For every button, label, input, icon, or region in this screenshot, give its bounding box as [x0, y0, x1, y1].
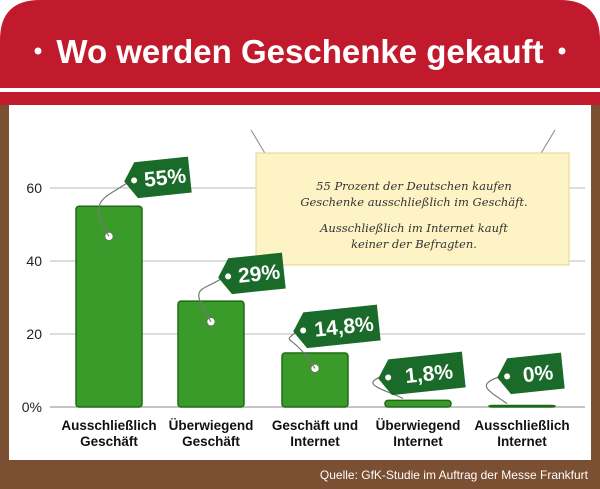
tag-shape	[293, 304, 381, 349]
category-label: Überwiegend	[169, 418, 254, 433]
left-post	[0, 100, 9, 489]
price-tag: 55%	[124, 156, 192, 199]
bar-group	[75, 177, 143, 408]
tag-hole	[131, 177, 138, 184]
tag-hole	[225, 273, 232, 280]
tag-shape	[124, 156, 192, 199]
note-line-1: 55 Prozent der Deutschen kaufen	[316, 179, 512, 193]
note-line-4: keiner der Befragten.	[351, 237, 477, 251]
tag-hole	[385, 374, 392, 381]
bar	[177, 300, 245, 408]
tag-shape	[218, 252, 286, 295]
category-label-line-2: Internet	[393, 434, 443, 449]
value-label: 1,8%	[404, 360, 454, 388]
right-post	[591, 100, 600, 489]
y-tick-label: 0%	[22, 399, 42, 415]
category-label-line-2: Internet	[290, 434, 340, 449]
category-label: Geschäft und	[272, 418, 358, 433]
bar	[488, 404, 556, 408]
y-axis-ticks: 0% 20 40 60	[22, 180, 42, 415]
category-label-line-2: Geschäft	[182, 434, 240, 449]
tag-shape	[497, 352, 565, 395]
price-tag: 1,8%	[378, 351, 466, 396]
category-labels-layer: AusschließlichGeschäftÜberwiegendGeschäf…	[61, 418, 569, 449]
tag-hole	[300, 327, 307, 334]
y-tick-label: 40	[26, 253, 42, 269]
value-label: 0%	[522, 361, 555, 387]
price-tag: 14,8%	[293, 304, 381, 349]
bar	[281, 352, 349, 408]
price-tag: 0%	[497, 352, 565, 395]
title-bullet-left	[34, 47, 42, 55]
category-label: Ausschließlich	[474, 418, 569, 433]
source-note: Quelle: GfK-Studie im Auftrag der Messe …	[320, 468, 589, 482]
price-tags-layer: 55% 29% 14,8% 1,8% 0%	[124, 156, 565, 396]
y-tick-label: 60	[26, 180, 42, 196]
note-line-2: Geschenke ausschließlich im Geschäft.	[300, 195, 527, 209]
bar	[384, 399, 452, 408]
bar	[75, 205, 143, 408]
chart-title: Wo werden Geschenke gekauft	[56, 33, 543, 70]
tag-hole	[504, 373, 511, 380]
y-tick-label: 20	[26, 326, 42, 342]
note-line-3: Ausschließlich im Internet kauft	[319, 221, 508, 235]
category-label-line-2: Geschäft	[80, 434, 138, 449]
tag-shape	[378, 351, 466, 396]
category-label-line-2: Internet	[497, 434, 547, 449]
category-label: Überwiegend	[376, 418, 461, 433]
price-tag: 29%	[218, 252, 286, 295]
footer-board	[0, 460, 600, 489]
value-label: 55%	[143, 164, 188, 191]
category-label: Ausschließlich	[61, 418, 156, 433]
awning	[0, 0, 600, 105]
title-bullet-right	[558, 47, 566, 55]
note-card: 55 Prozent der Deutschen kaufen Geschenk…	[250, 129, 570, 266]
value-label: 29%	[237, 260, 282, 287]
bars-layer	[75, 177, 556, 408]
